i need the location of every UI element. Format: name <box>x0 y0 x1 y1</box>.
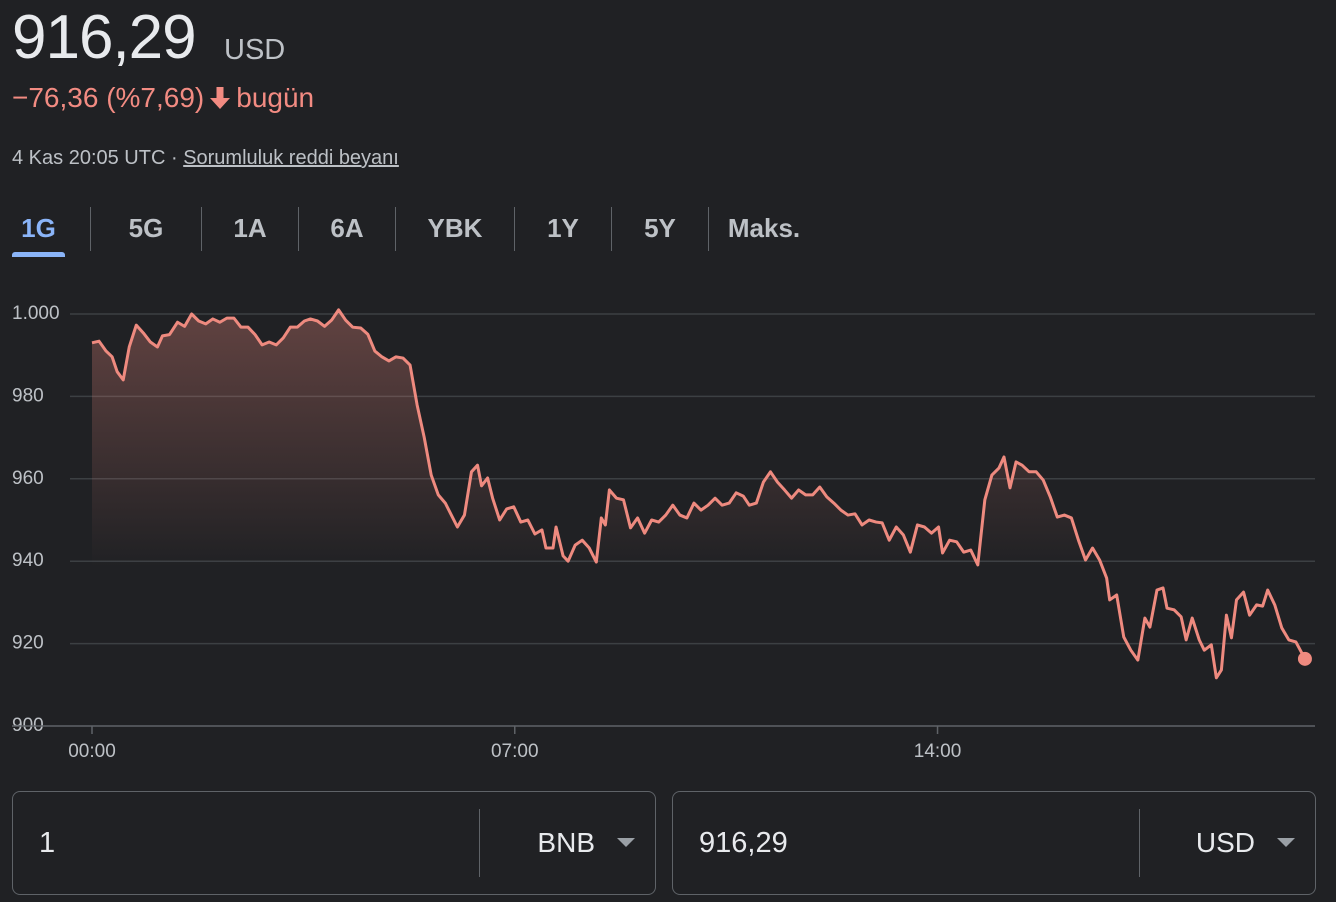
converter-to: 916,29 USD <box>672 791 1316 895</box>
change-value: −76,36 (%7,69) <box>12 82 205 113</box>
range-tabs: 1G 5G 1A 6A YBK 1Y 5Y Maks. <box>12 205 819 257</box>
tab-separator <box>708 207 709 251</box>
timestamp: 4 Kas 20:05 UTC · <box>12 147 178 169</box>
down-arrow-icon <box>210 87 231 109</box>
price: 916,29 <box>12 3 197 72</box>
to-unit-select[interactable]: USD <box>1139 809 1315 877</box>
range-tab[interactable]: 5Y <box>644 213 676 243</box>
y-tick-label: 1.000 <box>12 303 60 324</box>
from-unit: BNB <box>537 827 595 858</box>
disclaimer-link[interactable]: Sorumluluk reddi beyanı <box>183 147 399 169</box>
tab-separator <box>514 207 515 251</box>
tab-separator <box>395 207 396 251</box>
from-amount[interactable]: 1 <box>39 826 56 859</box>
range-tab[interactable]: 5G <box>128 213 164 243</box>
tab-separator <box>201 207 202 251</box>
range-tab[interactable]: Maks. <box>727 213 801 243</box>
tab-separator <box>298 207 299 251</box>
converter-from: 1 BNB <box>12 791 656 895</box>
price-area <box>92 309 1305 726</box>
change-suffix: bugün <box>236 82 315 113</box>
range-tab[interactable]: 6A <box>330 213 364 243</box>
range-tab[interactable]: YBK <box>427 213 483 243</box>
y-tick-label: 980 <box>12 385 44 406</box>
x-tick-label: 00:00 <box>68 741 116 762</box>
y-tick-label: 940 <box>12 550 44 571</box>
currency: USD <box>224 34 286 66</box>
tab-separator <box>90 207 91 251</box>
from-unit-select[interactable]: BNB <box>479 809 655 877</box>
y-tick-label: 960 <box>12 468 44 489</box>
x-tick-label: 07:00 <box>491 741 539 762</box>
range-tab[interactable]: 1G <box>12 205 65 257</box>
y-tick-label: 920 <box>12 633 44 654</box>
dropdown-icon <box>617 838 635 847</box>
last-price-dot <box>1297 651 1312 666</box>
dropdown-icon <box>1277 838 1295 847</box>
to-amount[interactable]: 916,29 <box>699 826 788 859</box>
x-tick-label: 14:00 <box>914 741 962 762</box>
tab-separator <box>611 207 612 251</box>
range-tab[interactable]: 1A <box>233 213 267 243</box>
meta-line: 4 Kas 20:05 UTC · Sorumluluk reddi beyan… <box>12 147 399 170</box>
price-change: −76,36 (%7,69) bugün <box>12 82 314 114</box>
range-tab[interactable]: 1Y <box>547 213 579 243</box>
to-unit: USD <box>1195 827 1255 858</box>
price-line <box>91 308 1307 680</box>
